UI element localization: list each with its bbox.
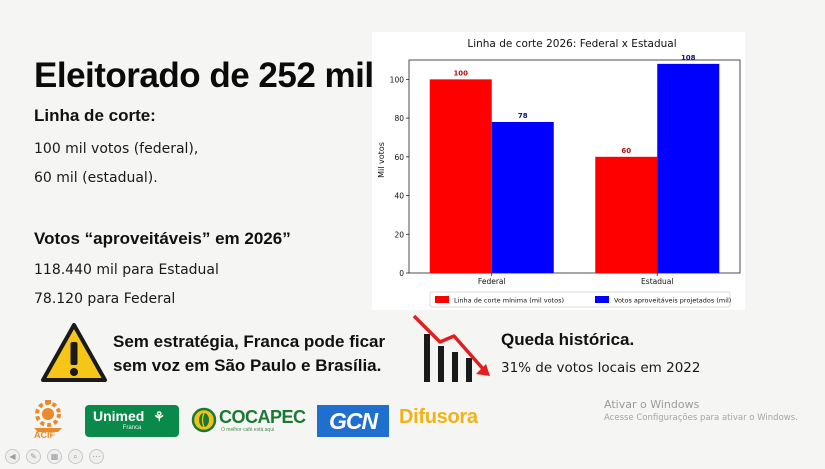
cutoff-state-line: 60 mil (estadual).	[34, 170, 158, 186]
slides-grid-icon[interactable]: ▦	[47, 449, 62, 464]
cutoff-bar-chart: Linha de corte 2026: Federal x Estadual …	[372, 32, 745, 310]
acif-logo	[34, 400, 62, 432]
unimed-logo-text: Unimed	[93, 408, 145, 424]
unimed-tree-icon: ⚘	[153, 409, 165, 424]
cocapec-logo-tagline: O melhor café está aqui	[221, 427, 275, 433]
warning-triangle-icon	[41, 323, 107, 382]
bar-federal-series-1	[429, 79, 492, 273]
bar-estadual-series-1	[595, 156, 658, 273]
usable-state-line: 118.440 mil para Estadual	[34, 262, 219, 278]
gcn-logo: GCN	[317, 405, 389, 437]
legend-swatch-1	[435, 296, 449, 303]
chart-y-axis-label: Mil votos	[377, 142, 386, 178]
y-tick-label: 60	[394, 153, 404, 162]
cocapec-logo: COCAPEC O melhor café está aqui	[191, 405, 306, 437]
y-tick-label: 80	[394, 114, 404, 123]
cocapec-logo-text: COCAPEC	[219, 407, 306, 427]
x-tick-label: Estadual	[641, 277, 673, 286]
chart-title: Linha de corte 2026: Federal x Estadual	[467, 38, 676, 50]
chart-svg: Linha de corte 2026: Federal x Estadual …	[377, 38, 741, 308]
historic-drop-subtitle: 31% de votos locais em 2022	[501, 360, 701, 376]
more-options-icon[interactable]: ⋯	[89, 449, 104, 464]
cutoff-heading: Linha de corte:	[34, 106, 156, 125]
chart-legend: Linha de corte mínima (mil votos) Votos a…	[429, 291, 731, 308]
usable-federal-line: 78.120 para Federal	[34, 291, 176, 307]
y-tick-label: 100	[390, 75, 405, 84]
legend-label-2: Votos aproveitáveis projetados (mil)	[614, 297, 731, 305]
windows-activation-title: Ativar o Windows	[604, 398, 700, 411]
warning-message: Sem estratégia, Franca pode ficar sem vo…	[113, 332, 386, 375]
presentation-toolbar: ◀ ✎ ▦ ⌕ ⋯	[0, 446, 160, 469]
acif-logo-text: ACIF	[34, 430, 55, 440]
y-tick-label: 40	[394, 192, 404, 201]
bar-estadual-series-2	[657, 63, 720, 273]
x-tick-label: Federal	[478, 277, 506, 286]
windows-activation-hint: Acesse Configurações para ativar o Windo…	[604, 413, 798, 423]
legend-swatch-2	[595, 296, 609, 303]
coffee-bean-icon	[191, 407, 217, 433]
pen-icon[interactable]: ✎	[26, 449, 41, 464]
bar-data-label: 60	[621, 147, 631, 155]
bar-data-label: 78	[518, 112, 528, 120]
y-tick-label: 20	[394, 230, 404, 239]
bar-data-label: 100	[453, 69, 468, 77]
previous-slide-icon[interactable]: ◀	[5, 449, 20, 464]
unimed-logo: Unimed ⚘ Franca	[85, 405, 179, 437]
bar-data-label: 108	[681, 54, 696, 62]
unimed-logo-subtext: Franca	[122, 425, 142, 431]
legend-box	[429, 291, 731, 308]
plot-frame	[408, 59, 741, 274]
usable-votes-heading: Votos “aproveitáveis” em 2026”	[34, 229, 291, 248]
plot-area: 0 20 40 60 80 100 100 78 Federal 60 108 Estadual	[390, 54, 741, 286]
difusora-logo: Difusora	[399, 406, 478, 428]
bar-federal-series-2	[491, 121, 554, 273]
declining-bars-arrow-icon	[412, 314, 490, 382]
legend-label-1: Linha de corte mínima (mil votos)	[454, 297, 564, 305]
slide-title: Eleitorado de 252 mil	[34, 56, 374, 95]
zoom-icon[interactable]: ⌕	[68, 449, 83, 464]
y-tick-label: 0	[399, 269, 404, 278]
cutoff-federal-line: 100 mil votos (federal),	[34, 141, 199, 157]
historic-drop-title: Queda histórica.	[501, 330, 635, 349]
